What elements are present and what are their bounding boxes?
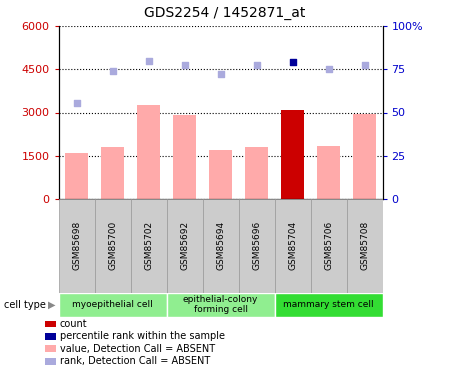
Bar: [310, 199, 346, 292]
Bar: [130, 199, 166, 292]
Bar: [281, 110, 304, 199]
Text: GSM85698: GSM85698: [72, 221, 81, 270]
Point: [361, 62, 368, 68]
Bar: [209, 150, 232, 199]
Text: GSM85696: GSM85696: [252, 221, 261, 270]
Bar: [101, 147, 124, 199]
Point: [289, 60, 296, 66]
Text: GSM85702: GSM85702: [144, 221, 153, 270]
Text: GSM85706: GSM85706: [324, 221, 333, 270]
Bar: [137, 105, 160, 199]
Text: rank, Detection Call = ABSENT: rank, Detection Call = ABSENT: [60, 356, 210, 366]
Bar: [58, 292, 166, 317]
Text: mammary stem cell: mammary stem cell: [283, 300, 374, 309]
Bar: [274, 292, 382, 317]
Bar: [245, 147, 268, 199]
Bar: [346, 199, 382, 292]
Text: ▶: ▶: [48, 300, 55, 310]
Text: GSM85694: GSM85694: [216, 221, 225, 270]
Bar: [173, 116, 196, 199]
Bar: [166, 199, 202, 292]
Point: [181, 62, 188, 68]
Bar: [94, 199, 130, 292]
Text: GDS2254 / 1452871_at: GDS2254 / 1452871_at: [144, 6, 306, 20]
Point: [253, 62, 260, 68]
Bar: [274, 199, 310, 292]
Point: [145, 58, 152, 64]
Point: [73, 100, 80, 106]
Bar: [58, 199, 94, 292]
Text: GSM85700: GSM85700: [108, 221, 117, 270]
Bar: [65, 153, 88, 199]
Point: [217, 70, 224, 77]
Text: GSM85704: GSM85704: [288, 221, 297, 270]
Text: count: count: [60, 319, 87, 329]
Point: [109, 68, 116, 74]
Point: [325, 66, 332, 72]
Bar: [353, 114, 376, 199]
Text: value, Detection Call = ABSENT: value, Detection Call = ABSENT: [60, 344, 215, 354]
Text: cell type: cell type: [4, 300, 46, 310]
Text: myoepithelial cell: myoepithelial cell: [72, 300, 153, 309]
Text: percentile rank within the sample: percentile rank within the sample: [60, 332, 225, 341]
Bar: [317, 146, 340, 199]
Bar: [238, 199, 274, 292]
Text: GSM85692: GSM85692: [180, 221, 189, 270]
Text: epithelial-colony
forming cell: epithelial-colony forming cell: [183, 295, 258, 314]
Text: GSM85708: GSM85708: [360, 221, 369, 270]
Bar: [202, 199, 238, 292]
Bar: [166, 292, 274, 317]
